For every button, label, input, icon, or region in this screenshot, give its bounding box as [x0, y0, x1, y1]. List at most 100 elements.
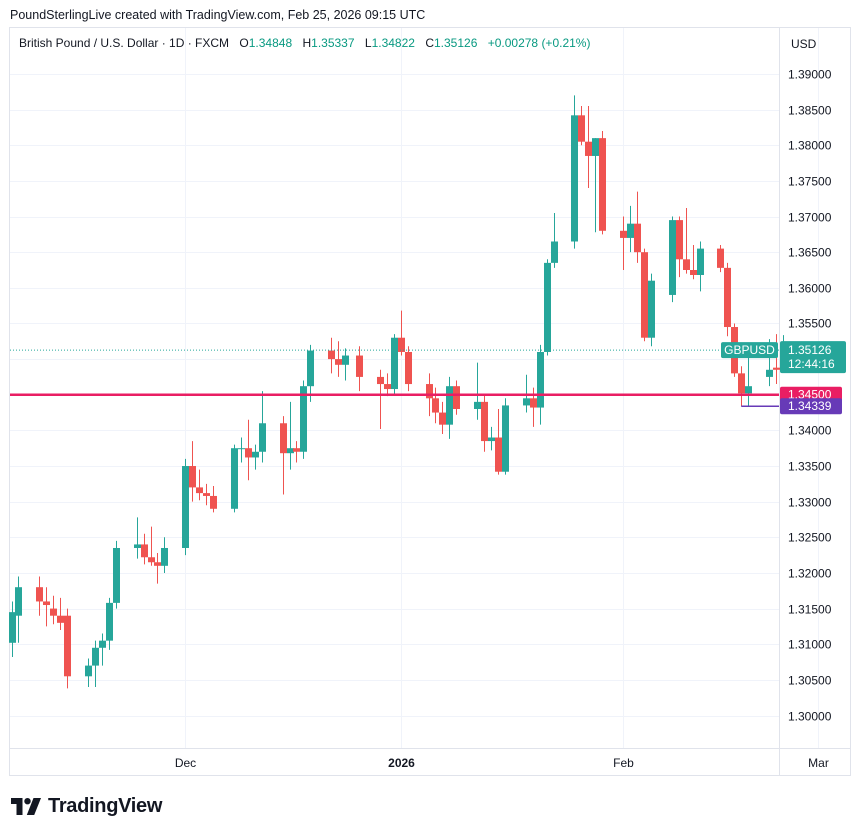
candle-body: [724, 267, 731, 328]
candle-body: [154, 562, 161, 566]
candle-body: [405, 351, 412, 385]
low-label: L: [364, 36, 372, 50]
change-value: +0.00278 (+0.21%): [487, 36, 591, 50]
candle-body: [439, 412, 446, 425]
candle-body: [252, 451, 259, 458]
candle-body: [481, 401, 488, 442]
tradingview-brand: TradingView: [48, 795, 163, 817]
candle-body: [307, 350, 314, 387]
tradingview-logo-icon: [11, 797, 41, 815]
candle-body: [634, 223, 641, 253]
candle-body: [238, 448, 245, 450]
candle-body: [432, 398, 439, 413]
symbol-title: British Pound / U.S. Dollar · 1D · FXCM: [19, 36, 230, 50]
horizontal-lines: [10, 349, 779, 407]
candle-body: [544, 262, 551, 352]
candle-body: [9, 612, 16, 643]
candle-body: [106, 602, 113, 641]
symbol-price-tag-label: GBPUSD: [724, 343, 775, 357]
candle-body: [676, 220, 683, 260]
x-tick-label: Dec: [175, 756, 196, 770]
candle-body: [641, 252, 648, 338]
candle-body: [585, 141, 592, 156]
candle-body: [530, 398, 537, 408]
x-tick-label: Feb: [613, 756, 634, 770]
symbol-price-tag: [721, 342, 778, 359]
high-label: H: [302, 36, 312, 50]
y-tick-label: 1.34000: [788, 424, 832, 438]
candle-body: [287, 448, 294, 454]
current-price-box: [780, 341, 846, 374]
candle-body: [113, 547, 120, 603]
candle-body: [134, 544, 141, 548]
candle-body: [453, 386, 460, 409]
y-tick-label: 1.37000: [788, 211, 832, 225]
countdown-label: 12:44:16: [788, 357, 835, 371]
chart-separators: [10, 28, 851, 776]
low-price-box: [780, 398, 842, 415]
candle-body: [356, 355, 363, 377]
candle-body: [697, 248, 704, 275]
grid: [10, 28, 819, 748]
x-axis-ticks: Dec 2026 Feb Mar: [175, 756, 829, 770]
candle-body: [446, 386, 453, 425]
candle-body: [328, 350, 335, 360]
candle-body: [648, 280, 655, 338]
candle-body: [578, 115, 585, 142]
candle-body: [245, 448, 252, 458]
candle-body: [300, 386, 307, 452]
y-tick-label: 1.33500: [788, 460, 832, 474]
candle-body: [502, 405, 509, 472]
chart-credit: PoundSterlingLive created with TradingVi…: [10, 8, 426, 22]
y-tick-label: 1.36500: [788, 246, 832, 260]
candle-body: [717, 248, 724, 268]
candle-body: [474, 401, 481, 409]
candle-body: [523, 398, 530, 406]
candle-body: [43, 601, 50, 606]
candle-body: [690, 270, 697, 275]
candle-body: [85, 665, 92, 677]
candles: [9, 95, 787, 689]
candle-body: [627, 223, 634, 238]
candle-body: [342, 355, 349, 365]
candle-body: [57, 615, 64, 623]
candle-body: [280, 423, 287, 454]
chart-frame: [9, 27, 851, 776]
candle-body: [15, 587, 22, 616]
candle-body: [495, 437, 502, 472]
candle-body: [99, 640, 106, 648]
x-tick-label: 2026: [388, 756, 415, 770]
low-price-label: 1.34339: [788, 399, 832, 413]
candle-body: [92, 647, 99, 666]
y-tick-label: 1.32500: [788, 531, 832, 545]
open-value: 1.34848: [248, 36, 293, 50]
candle-body: [551, 241, 558, 263]
candle-body: [745, 386, 752, 394]
candle-body: [537, 351, 544, 408]
close-label: C: [425, 36, 434, 50]
y-tick-label: 1.33000: [788, 496, 832, 510]
candle-body: [398, 337, 405, 352]
y-tick-label: 1.32000: [788, 567, 832, 581]
tradingview-logo[interactable]: TradingView: [11, 795, 162, 818]
candle-body: [738, 373, 745, 394]
candle-body: [50, 608, 57, 616]
y-tick-label: 1.38000: [788, 139, 832, 153]
candle-body: [773, 367, 780, 370]
low-value: 1.34822: [371, 36, 415, 50]
candle-body: [231, 448, 238, 509]
candle-body: [259, 423, 266, 452]
candle-body: [148, 557, 155, 563]
y-tick-label: 1.35500: [788, 317, 832, 331]
candle-body: [426, 384, 433, 399]
candle-body: [683, 259, 690, 270]
currency-label[interactable]: USD: [791, 37, 817, 51]
candle-body: [592, 138, 599, 156]
y-tick-label: 1.38500: [788, 104, 832, 118]
candle-body: [384, 384, 391, 390]
candle-body: [391, 337, 398, 390]
candle-body: [599, 138, 606, 231]
high-value: 1.35337: [311, 36, 355, 50]
